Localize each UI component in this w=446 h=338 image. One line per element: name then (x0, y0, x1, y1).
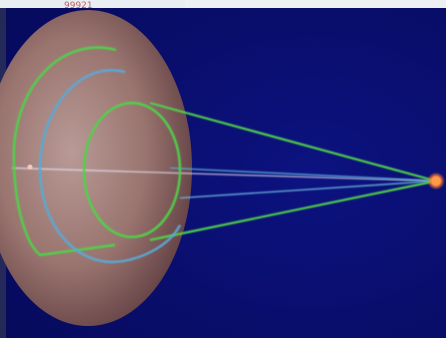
convergence-point (432, 177, 440, 185)
inner-green-ellipse (82, 101, 182, 239)
outer-green-arc (12, 46, 117, 257)
cyan-line-bottom (179, 180, 437, 199)
green-cone-line-top (149, 101, 437, 183)
planet (0, 10, 192, 326)
green-cone-line-bottom (149, 179, 437, 242)
caption-fragment: 99921 (64, 1, 93, 11)
cyan-line-top (169, 167, 437, 182)
axis-marker (27, 164, 33, 170)
axis-line (11, 167, 437, 182)
cyan-arc (38, 69, 182, 264)
